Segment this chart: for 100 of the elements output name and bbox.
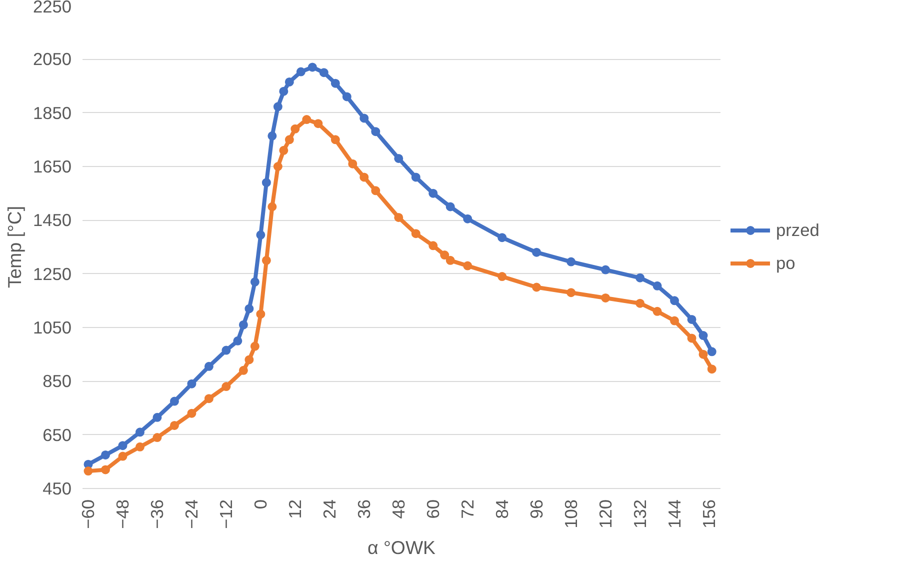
point — [601, 265, 610, 274]
legend-label: po — [776, 252, 796, 274]
point — [687, 314, 696, 324]
point — [268, 131, 277, 140]
point — [273, 102, 282, 112]
y-tick-label: 1250 — [32, 264, 72, 284]
point — [279, 146, 288, 155]
point — [244, 355, 254, 364]
point — [268, 202, 277, 212]
y-tick-label: 1050 — [32, 318, 72, 338]
point — [532, 282, 542, 292]
x-tick-label: −48 — [112, 499, 133, 529]
x-tick-label: 84 — [492, 499, 512, 519]
point — [652, 281, 662, 290]
x-tick-label: 156 — [699, 499, 720, 528]
y-tick-label: 450 — [42, 478, 72, 498]
point — [411, 172, 420, 182]
point — [463, 214, 472, 224]
point — [84, 466, 93, 476]
point — [244, 304, 254, 314]
point — [256, 230, 266, 240]
x-tick-label: 96 — [526, 499, 547, 519]
point — [440, 250, 450, 260]
legend-label: przed — [776, 220, 820, 240]
point — [411, 229, 420, 238]
point — [118, 441, 128, 450]
x-tick-label: 108 — [561, 499, 582, 528]
point — [670, 316, 680, 326]
point — [670, 296, 680, 306]
x-tick-label: 120 — [596, 499, 616, 528]
point — [187, 379, 196, 388]
point — [446, 256, 455, 265]
point — [262, 256, 271, 265]
point — [371, 127, 380, 136]
point — [371, 186, 380, 196]
point — [463, 261, 472, 270]
point — [238, 366, 248, 375]
point — [222, 382, 231, 392]
point — [652, 306, 662, 316]
point — [319, 68, 328, 78]
point — [707, 364, 716, 374]
y-tick-label: 2250 — [32, 0, 72, 16]
x-axis-title: α °OWK — [368, 536, 436, 558]
x-tick-label: −24 — [182, 499, 202, 529]
y-tick-label: 650 — [42, 424, 72, 445]
point — [204, 394, 214, 404]
point — [532, 248, 542, 257]
point — [360, 114, 369, 123]
x-tick-label: −60 — [78, 499, 98, 529]
point — [238, 320, 248, 330]
y-tick-label: 850 — [42, 371, 72, 392]
x-tick-label: 12 — [285, 499, 306, 519]
point — [256, 310, 266, 319]
x-tick-label: 24 — [320, 499, 340, 519]
point — [394, 154, 404, 163]
point — [636, 273, 645, 282]
point — [152, 433, 162, 442]
x-tick-label: −36 — [147, 499, 168, 529]
point — [100, 465, 110, 474]
point — [566, 257, 576, 266]
point — [394, 212, 404, 222]
y-tick-label: 2050 — [32, 49, 72, 70]
point — [100, 450, 110, 460]
x-tick-label: 0 — [250, 499, 271, 510]
point — [636, 298, 645, 308]
point — [135, 442, 144, 452]
point — [314, 119, 323, 128]
y-tick-label: 1450 — [32, 210, 72, 230]
point — [342, 92, 352, 102]
x-tick-label: 60 — [423, 499, 444, 519]
point — [273, 162, 282, 171]
point — [187, 408, 196, 418]
point — [698, 350, 708, 359]
point — [262, 178, 271, 188]
point — [284, 77, 294, 86]
point — [290, 124, 300, 134]
point — [330, 135, 340, 144]
point — [601, 293, 610, 302]
point — [296, 67, 306, 76]
point — [446, 202, 455, 212]
point — [428, 241, 438, 250]
point — [170, 420, 179, 430]
point — [152, 412, 162, 422]
point — [250, 342, 260, 351]
point — [698, 331, 708, 340]
x-tick-label: −12 — [216, 499, 236, 529]
x-tick-label: 36 — [354, 499, 374, 519]
x-tick-label: 144 — [664, 499, 685, 528]
point — [428, 188, 438, 198]
point — [233, 336, 242, 346]
point — [348, 159, 358, 168]
x-tick-label: 48 — [388, 499, 409, 519]
point — [250, 277, 260, 286]
y-axis-title: Temp [°C] — [4, 206, 25, 288]
x-tick-label: 132 — [630, 499, 650, 528]
point — [170, 396, 179, 406]
y-tick-label: 1650 — [32, 156, 72, 176]
point — [330, 78, 340, 88]
point — [498, 233, 507, 242]
point — [279, 86, 288, 96]
